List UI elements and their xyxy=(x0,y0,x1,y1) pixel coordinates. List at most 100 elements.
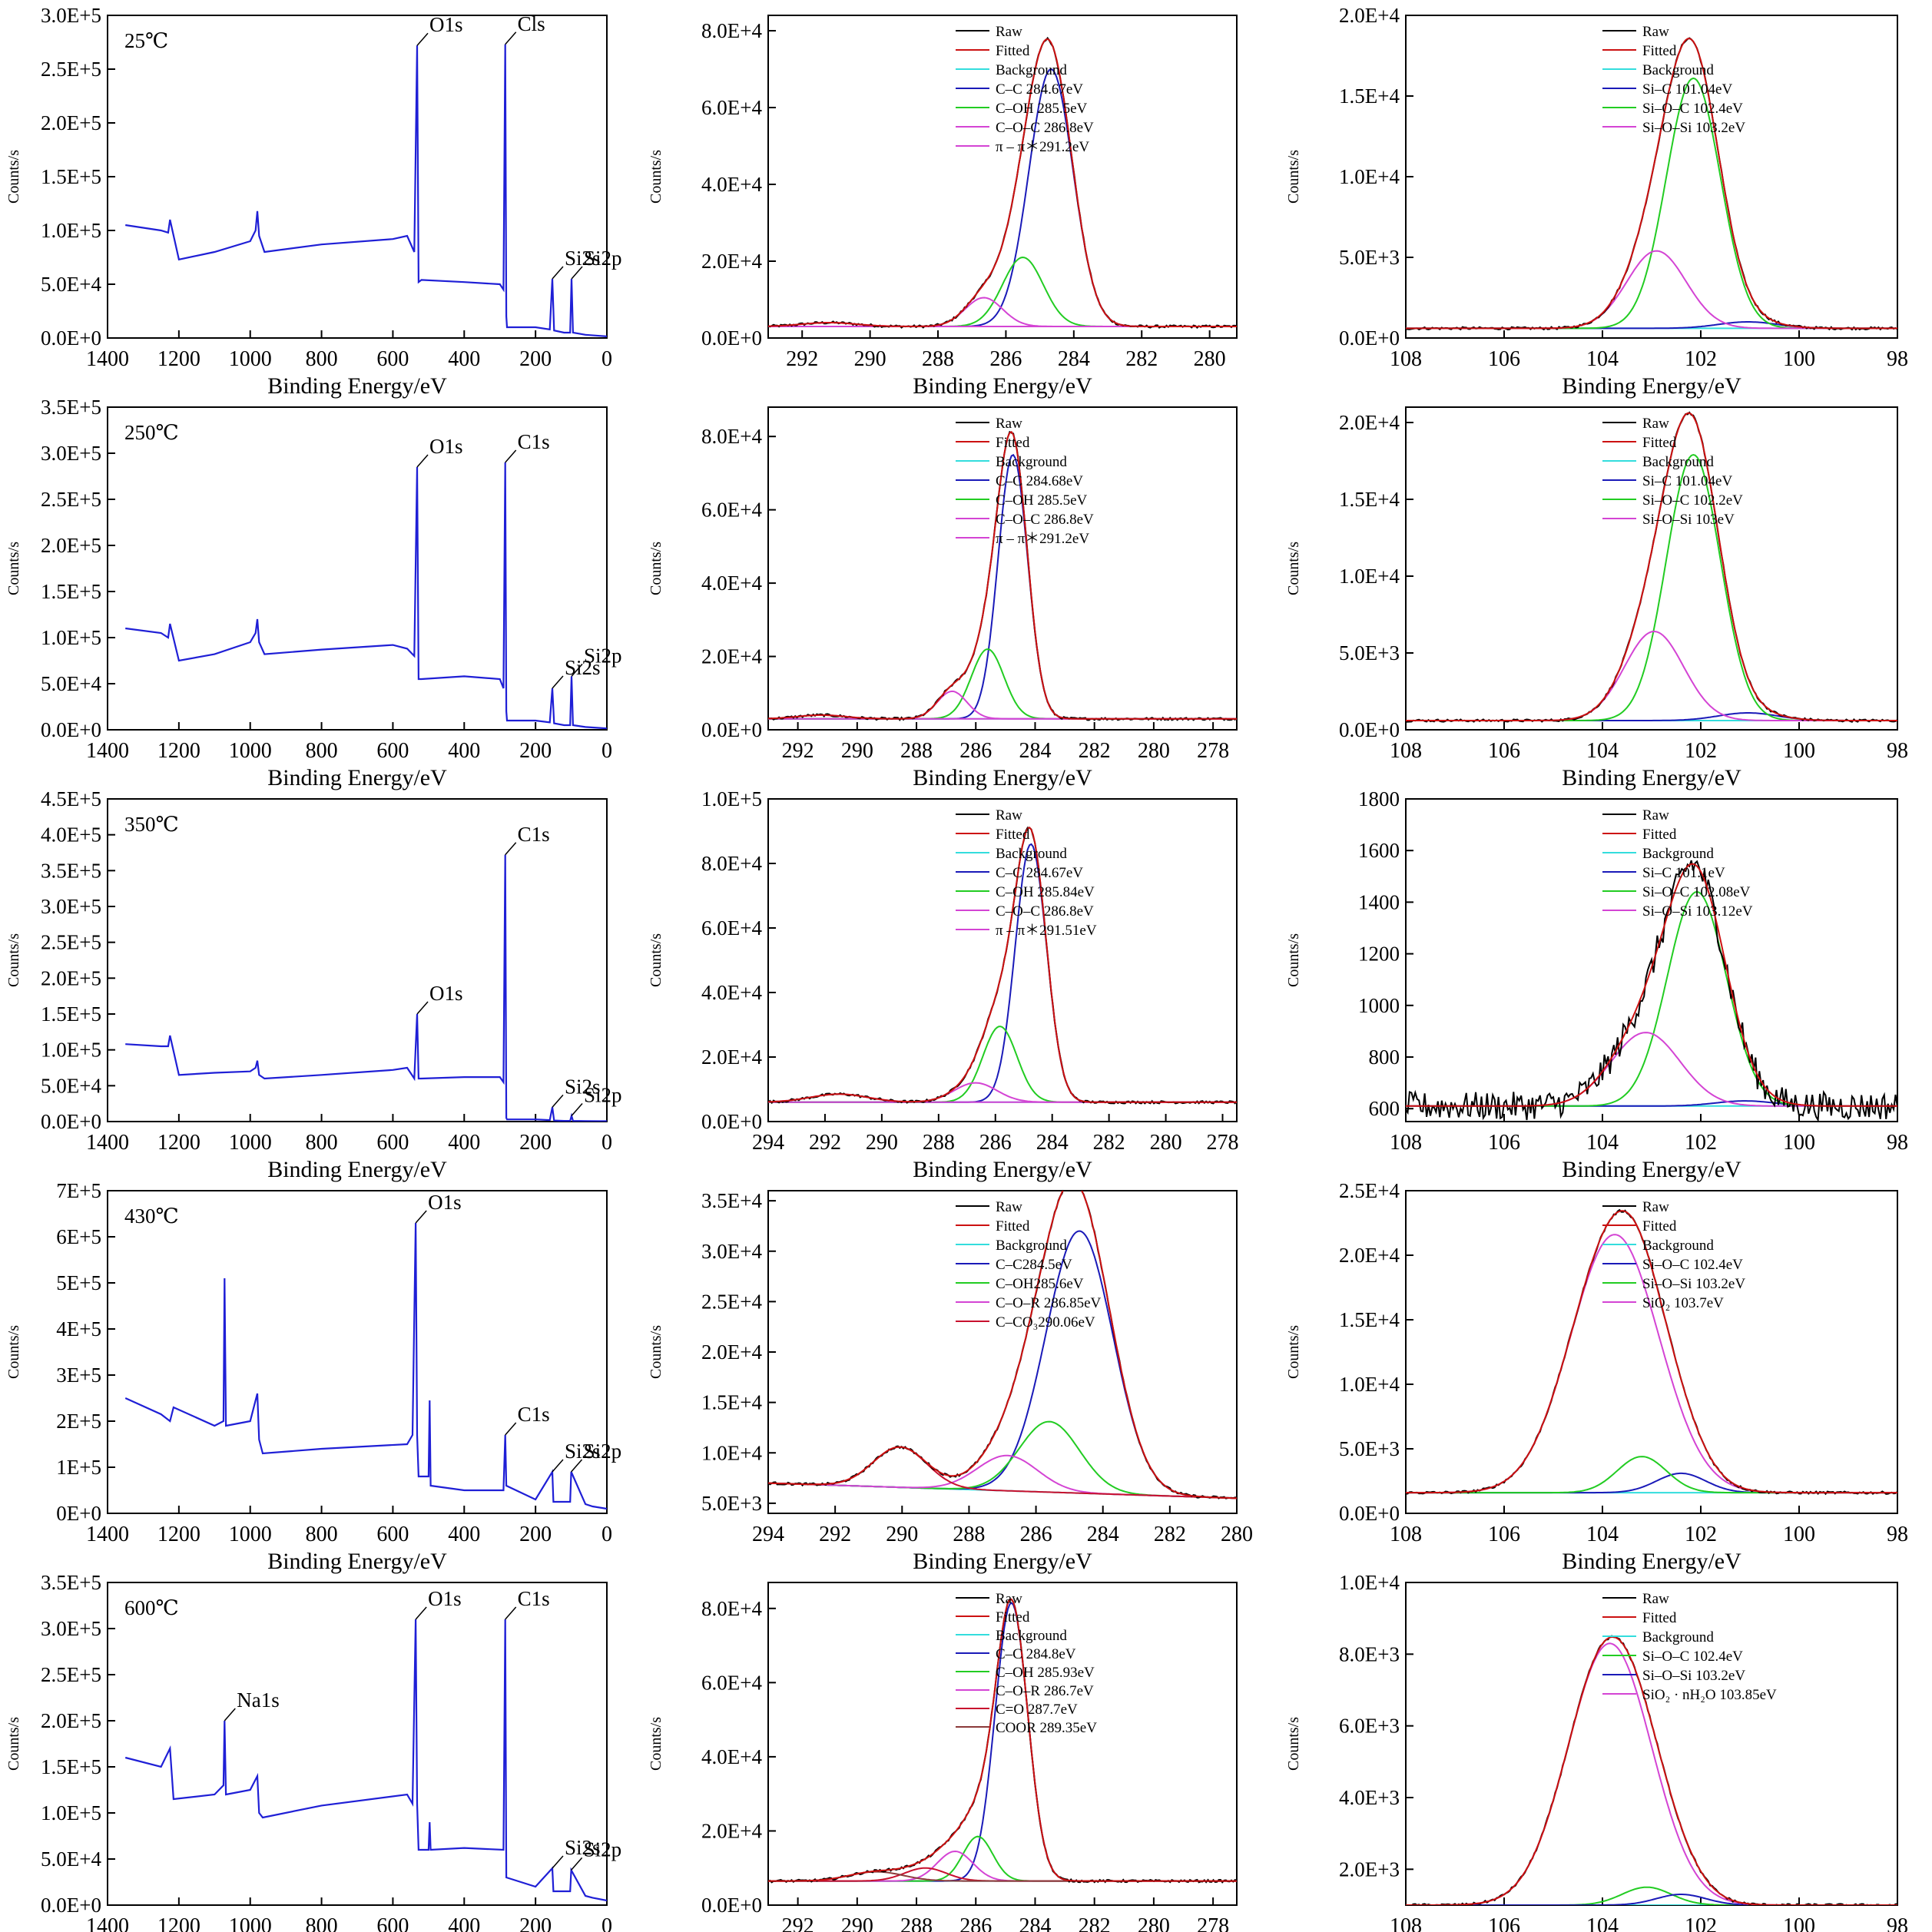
plot-area xyxy=(768,430,1237,721)
survey-series-line xyxy=(124,1619,607,1902)
panel-si2p-250: 108 106 104 102 100 98 0.0E+0 5.0E+3 1.0E+4 1.5E+… xyxy=(1285,406,1908,790)
x-tick-label: 100 xyxy=(1783,347,1815,371)
peak-annotation: O1s xyxy=(429,13,463,36)
plot-area xyxy=(768,1598,1237,1884)
plot-area xyxy=(124,1619,607,1902)
x-tick-label: 1400 xyxy=(86,347,129,371)
y-tick-label: 0.0E+0 xyxy=(41,1110,101,1133)
x-axis-label: Binding Energy/eV xyxy=(913,765,1092,790)
legend-entry: C–CO₃290.06eV xyxy=(996,1314,1095,1331)
plot-frame xyxy=(767,15,1238,339)
legend-entry: C–C 284.68eV xyxy=(996,473,1083,489)
y-tick-label: 1.5E+5 xyxy=(41,1002,101,1026)
x-tick-label: 288 xyxy=(900,1914,933,1932)
x-tick-label: 1400 xyxy=(86,1131,129,1155)
peak-annotation: Si2s xyxy=(565,1075,601,1098)
legend-entry: C–OH 285.5eV xyxy=(996,101,1088,117)
x-tick-label: 800 xyxy=(306,347,338,371)
y-tick-label: 5.0E+3 xyxy=(1339,641,1400,664)
y-tick-label: 5.0E+4 xyxy=(41,273,101,296)
y-tick-label: 1.0E+4 xyxy=(1339,1373,1400,1396)
panel-si2p-25: 108 106 104 102 100 98 0.0E+0 5.0E+3 1.0E+4 1.5E+… xyxy=(1285,4,1908,399)
x-tick-label: 1000 xyxy=(229,347,272,371)
component-peak-line xyxy=(768,1082,1237,1103)
legend-entry: Si–O–Si 103.2eV xyxy=(1642,1276,1745,1292)
x-tick-label: 292 xyxy=(809,1131,841,1155)
x-tick-label: 282 xyxy=(1125,347,1158,371)
y-tick-label: 1400 xyxy=(1358,890,1400,913)
legend-entry: Raw xyxy=(996,1199,1022,1215)
x-tick-label: 1000 xyxy=(229,1523,272,1546)
x-tick-label: 282 xyxy=(1154,1523,1186,1546)
x-tick-label: 282 xyxy=(1093,1131,1125,1155)
y-tick-label: 1.5E+4 xyxy=(701,1391,762,1414)
y-tick-label: 0.0E+0 xyxy=(1339,326,1400,350)
x-tick-label: 108 xyxy=(1390,1131,1422,1155)
peak-annotation: Si2p xyxy=(584,644,622,667)
y-tick-label: 3.5E+5 xyxy=(41,396,101,419)
peak-annotation-leader xyxy=(415,1606,427,1620)
x-tick-label: 290 xyxy=(841,1914,873,1932)
x-tick-label: 108 xyxy=(1390,739,1422,763)
y-tick-label: 2.5E+4 xyxy=(701,1290,762,1313)
y-axis-label: Counts/s xyxy=(5,150,22,204)
x-tick-label: 292 xyxy=(819,1523,851,1546)
component-peak-line xyxy=(1406,890,1897,1107)
x-tick-label: 284 xyxy=(1019,1914,1051,1932)
x-tick-label: 100 xyxy=(1783,739,1815,763)
y-tick-label: 1.0E+5 xyxy=(41,1801,101,1824)
y-tick-label: 4.0E+4 xyxy=(701,173,762,196)
y-tick-label: 2.5E+4 xyxy=(1339,1179,1400,1202)
legend-entry: C–C284.5eV xyxy=(996,1257,1072,1273)
x-tick-label: 284 xyxy=(1019,739,1051,763)
raw-data-line xyxy=(1406,860,1897,1122)
x-tick-label: 98 xyxy=(1887,739,1908,763)
x-tick-label: 600 xyxy=(376,347,409,371)
component-peak-line xyxy=(1406,1456,1897,1494)
legend-entry: Si–O–C 102.08eV xyxy=(1642,884,1751,900)
plot-frame xyxy=(1405,798,1898,1122)
y-tick-label: 4E+5 xyxy=(56,1317,101,1340)
panel-survey-600: 1400 1200 1000 800 600 400 200 0 0.0E+0 5.0E+4 1.0… xyxy=(5,1571,621,1932)
y-tick-label: 1.0E+5 xyxy=(41,219,101,242)
x-tick-label: 282 xyxy=(1079,1914,1111,1932)
y-tick-label: 5.0E+3 xyxy=(1339,1437,1400,1460)
y-tick-label: 6E+5 xyxy=(56,1225,101,1248)
y-tick-label: 7E+5 xyxy=(56,1179,101,1202)
legend-entry: Background xyxy=(996,846,1067,862)
plot-frame xyxy=(107,15,608,339)
peak-annotation-leader xyxy=(552,1855,564,1869)
y-axis-label: Counts/s xyxy=(5,933,22,987)
legend-entry: π – π＊291.2eV xyxy=(996,139,1089,155)
y-tick-label: 2.0E+4 xyxy=(701,1046,762,1069)
peak-annotation: Si2p xyxy=(584,1838,622,1861)
plot-area xyxy=(125,462,607,730)
y-tick-label: 2.0E+5 xyxy=(41,534,101,557)
legend-entry: Si–C 101.04eV xyxy=(1642,81,1732,98)
y-axis-label: Counts/s xyxy=(1285,1325,1302,1379)
legend: Raw Fitted Background C–C284.5eV C–OH285.6eV… xyxy=(956,1199,1102,1331)
y-tick-label: 0.0E+0 xyxy=(1339,1502,1400,1525)
peak-annotation-leader xyxy=(416,1001,429,1015)
legend: Raw Fitted Background Si–C 101.1eV Si–O–C 10… xyxy=(1602,807,1753,920)
x-axis-label: Binding Energy/eV xyxy=(913,373,1092,399)
y-tick-label: 2.0E+4 xyxy=(1339,4,1400,27)
peak-annotation: O1s xyxy=(429,435,463,458)
y-tick-label: 0.0E+0 xyxy=(41,326,101,350)
temperature-label: 350℃ xyxy=(124,813,179,836)
plot-frame xyxy=(767,406,1238,731)
plot-frame xyxy=(107,1582,608,1906)
fitted-line xyxy=(1406,863,1897,1107)
peak-annotation-leader xyxy=(505,842,517,856)
legend-entry: Raw xyxy=(996,1591,1022,1607)
y-tick-label: 3.0E+5 xyxy=(41,1617,101,1640)
legend-entry: Background xyxy=(996,62,1067,78)
y-tick-label: 0.0E+0 xyxy=(701,1110,762,1133)
plot-area xyxy=(125,854,607,1122)
peak-annotation: O1s xyxy=(428,1191,462,1214)
x-tick-label: 400 xyxy=(448,1523,480,1546)
component-peak-line xyxy=(1406,712,1897,721)
component-peak-line xyxy=(1406,250,1897,330)
plot-area xyxy=(125,44,607,337)
y-tick-label: 3E+5 xyxy=(56,1364,101,1387)
